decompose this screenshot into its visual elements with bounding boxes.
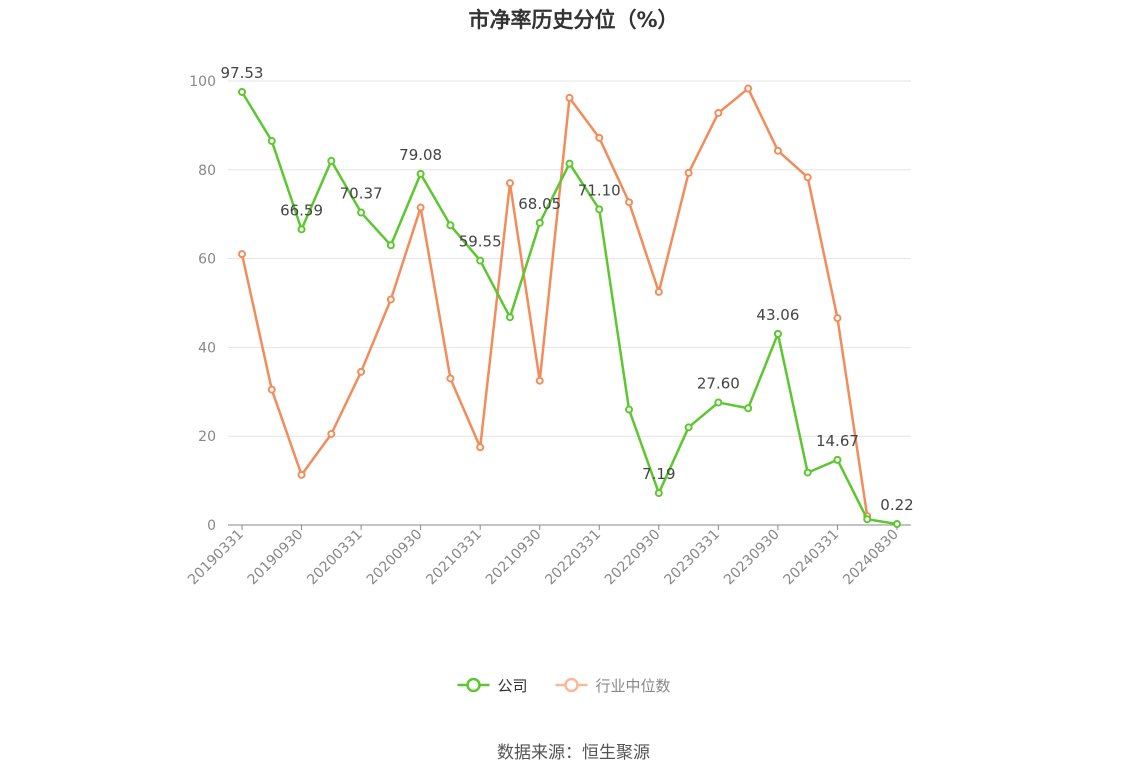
legend-item[interactable]: 公司 [457, 677, 528, 695]
grid-layer [228, 80, 911, 437]
data-point [297, 470, 306, 479]
data-point [267, 385, 276, 394]
data-point [386, 295, 395, 304]
data-label: 7.19 [642, 465, 675, 483]
data-label: 97.53 [221, 64, 264, 82]
x-tick-label: 20190331 [185, 527, 247, 589]
data-point [595, 133, 604, 142]
data-label: 79.08 [399, 146, 442, 164]
data-point [625, 198, 634, 207]
data-point [327, 429, 336, 438]
data-label: 43.06 [756, 306, 799, 324]
legend-item[interactable]: 行业中位数 [555, 677, 671, 695]
y-tick-label: 80 [198, 163, 216, 179]
x-tick-label: 20240830 [840, 527, 902, 589]
data-point [446, 221, 455, 230]
data-point [297, 225, 306, 234]
x-tick-label: 20230930 [721, 527, 783, 589]
data-label: 66.59 [280, 201, 323, 219]
axis-layer: 0 20 40 60 80 100 2019033120190930202003312020… [185, 74, 911, 588]
data-point [773, 329, 782, 338]
data-point [773, 146, 782, 155]
data-point [476, 443, 485, 452]
data-point [416, 169, 425, 178]
data-point [416, 203, 425, 212]
data-point [863, 515, 872, 524]
legend-label: 公司 [498, 677, 528, 695]
data-point [625, 405, 634, 414]
data-point [744, 404, 753, 413]
data-point [744, 84, 753, 93]
legend[interactable]: 公司 行业中位数 [457, 677, 671, 695]
source-note: 数据来源：恒生聚源 [497, 743, 650, 763]
data-point [684, 168, 693, 177]
x-tick-label: 20200331 [304, 527, 366, 589]
y-tick-label: 20 [198, 429, 216, 445]
data-point [595, 205, 604, 214]
data-point [535, 376, 544, 385]
data-label: 71.10 [578, 181, 621, 199]
series-layer [238, 84, 901, 529]
data-point [505, 179, 514, 188]
x-tick-label: 20230331 [661, 527, 723, 589]
data-point [238, 250, 246, 259]
legend-label: 行业中位数 [596, 677, 671, 695]
data-point [684, 423, 693, 432]
x-tick-label: 20200930 [364, 527, 426, 589]
data-point [267, 136, 276, 145]
data-label: 59.55 [459, 233, 502, 251]
data-point [833, 455, 842, 464]
data-point [327, 156, 336, 165]
data-point [714, 398, 723, 407]
data-point [505, 313, 514, 322]
x-tick-label: 20220930 [602, 527, 664, 589]
data-point [803, 173, 812, 182]
data-point [386, 241, 395, 250]
data-point [476, 256, 485, 265]
y-tick-label: 40 [198, 340, 216, 356]
data-point [654, 287, 663, 296]
data-point [357, 208, 366, 217]
legend-swatch-marker [466, 677, 481, 693]
data-point [714, 108, 723, 117]
y-tick-label: 60 [198, 252, 216, 268]
x-tick-label: 20190930 [245, 527, 307, 589]
legend-swatch-marker [564, 677, 579, 693]
x-tick-label: 20240331 [781, 527, 843, 589]
data-point [833, 314, 842, 323]
data-point [565, 93, 574, 102]
data-label: 70.37 [340, 185, 383, 203]
x-tick-label: 20210930 [483, 527, 545, 589]
data-label: 68.05 [518, 195, 561, 213]
data-point [803, 468, 812, 477]
data-point [238, 87, 246, 96]
data-point [357, 367, 366, 376]
data-point [535, 218, 544, 227]
data-point [893, 520, 901, 529]
data-label: 0.22 [880, 496, 913, 514]
x-tick-label: 20210331 [423, 527, 485, 589]
y-tick-label: 0 [207, 518, 216, 534]
x-tick-label: 20220331 [542, 527, 604, 589]
data-label: 27.60 [697, 374, 740, 392]
series-line-行业中位数 [240, 87, 869, 517]
y-tick-label: 100 [189, 74, 216, 90]
data-point [565, 159, 574, 168]
data-label-layer: 97.53 66.59 70.37 79.08 59.55 68.05 71.10 7.19 2… [221, 64, 914, 514]
data-point [446, 374, 455, 383]
data-point [654, 489, 663, 498]
data-label: 14.67 [816, 432, 859, 450]
chart-title: 市净率历史分位（%） [468, 8, 679, 32]
